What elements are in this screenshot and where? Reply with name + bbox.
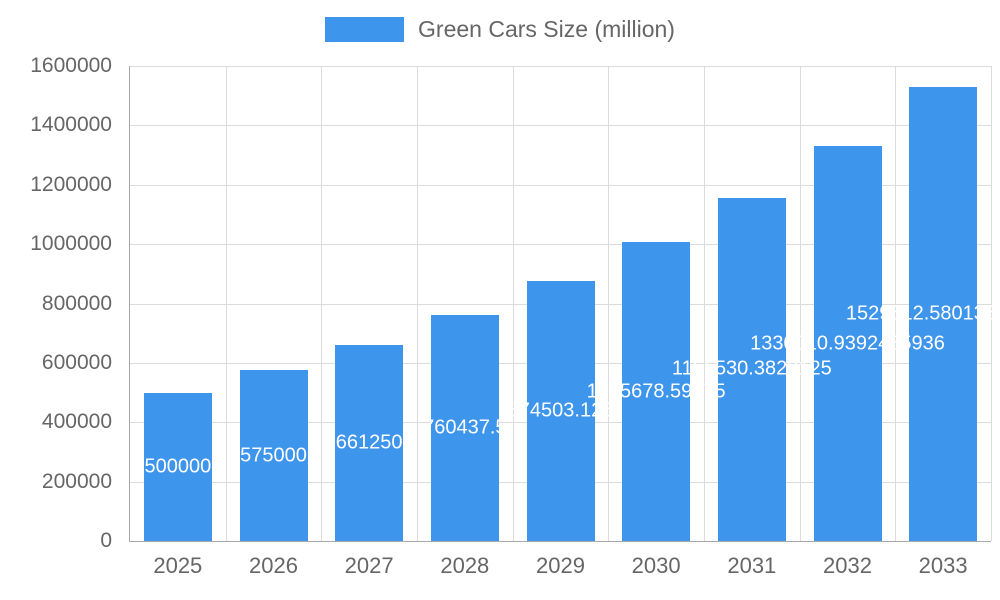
bar[interactable]	[717, 197, 786, 541]
bar-value-label: 874503.125	[507, 399, 614, 422]
bar[interactable]	[813, 146, 882, 541]
v-gridline	[991, 66, 992, 541]
y-tick-label: 1200000	[30, 172, 112, 196]
h-gridline	[130, 244, 991, 246]
y-tick-label: 1000000	[30, 232, 112, 256]
chart-legend: Green Cars Size (million)	[0, 16, 1000, 43]
v-gridline	[800, 66, 801, 541]
x-axis-tick-labels: 2025 2026 2027 2028 2029 2030 2031 2032 2033	[130, 553, 991, 583]
bar[interactable]	[143, 392, 212, 541]
y-tick-label: 1400000	[30, 113, 112, 137]
x-tick-label: 2029	[536, 553, 585, 578]
y-tick-label: 400000	[41, 410, 112, 434]
y-tick-label: 1600000	[30, 54, 112, 77]
v-gridline	[608, 66, 609, 541]
bar-value-label: 1529512.5801358826	[845, 302, 1000, 325]
x-tick-label: 2032	[823, 553, 872, 578]
bar-value-label: 661250	[335, 431, 403, 454]
bar[interactable]	[430, 315, 499, 541]
x-tick-label: 2033	[918, 553, 968, 578]
y-axis-line	[129, 66, 130, 542]
h-gridline	[130, 184, 991, 186]
v-gridline	[417, 66, 418, 541]
plot-area: 500000 575000 661250 760437.5 874503.125 1005…	[130, 66, 1000, 541]
v-gridline	[704, 66, 705, 541]
x-tick-label: 2031	[727, 553, 777, 578]
bar[interactable]	[239, 370, 308, 541]
h-gridline	[130, 66, 991, 67]
x-tick-label: 2025	[153, 553, 203, 578]
v-gridline	[321, 66, 322, 541]
x-axis-line	[129, 541, 991, 542]
bar-value-label: 1330010.9392485936	[750, 332, 945, 355]
bar-value-label: 760437.5	[423, 416, 507, 439]
v-gridline	[226, 66, 227, 541]
y-tick-label: 0	[100, 529, 112, 552]
x-tick-label: 2026	[249, 553, 298, 578]
bar[interactable]	[526, 281, 595, 541]
legend-item[interactable]: Green Cars Size (million)	[325, 16, 675, 43]
h-gridline	[130, 125, 991, 127]
v-gridline	[895, 66, 896, 541]
v-gridline	[513, 66, 514, 541]
y-tick-label: 200000	[41, 469, 112, 493]
y-tick-label: 800000	[41, 291, 112, 315]
x-tick-label: 2030	[631, 553, 681, 578]
bar-value-label: 575000	[240, 444, 307, 467]
y-tick-label: 600000	[41, 350, 112, 374]
bar-value-label: 500000	[144, 455, 212, 478]
bar-value-label: 1156530.3828125	[671, 357, 832, 380]
bar[interactable]	[622, 242, 691, 541]
legend-series-label: Green Cars Size (million)	[418, 16, 675, 42]
bar[interactable]	[909, 86, 978, 541]
x-tick-label: 2027	[344, 553, 394, 578]
bar[interactable]	[335, 344, 404, 541]
x-tick-label: 2028	[440, 553, 490, 578]
y-axis-tick-labels: 0 200000 400000 600000 800000 1000000 1200000 1…	[0, 54, 112, 552]
legend-color-swatch	[325, 17, 405, 42]
bar-value-label: 1005678.59375	[586, 380, 726, 403]
